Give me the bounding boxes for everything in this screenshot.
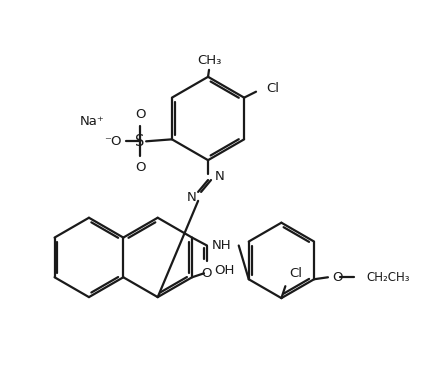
Text: Cl: Cl <box>289 267 302 280</box>
Text: CH₂CH₃: CH₂CH₃ <box>367 271 410 284</box>
Text: Cl: Cl <box>266 82 279 95</box>
Text: O: O <box>202 267 212 280</box>
Text: O: O <box>135 161 145 174</box>
Text: ⁻O: ⁻O <box>104 135 121 148</box>
Text: CH₃: CH₃ <box>197 54 221 67</box>
Text: N: N <box>215 170 225 182</box>
Text: N: N <box>187 191 196 204</box>
Text: O: O <box>332 271 343 284</box>
Text: S: S <box>136 134 145 149</box>
Text: Na⁺: Na⁺ <box>80 115 105 128</box>
Text: OH: OH <box>214 264 234 277</box>
Text: O: O <box>135 108 145 122</box>
Text: NH: NH <box>212 239 232 252</box>
